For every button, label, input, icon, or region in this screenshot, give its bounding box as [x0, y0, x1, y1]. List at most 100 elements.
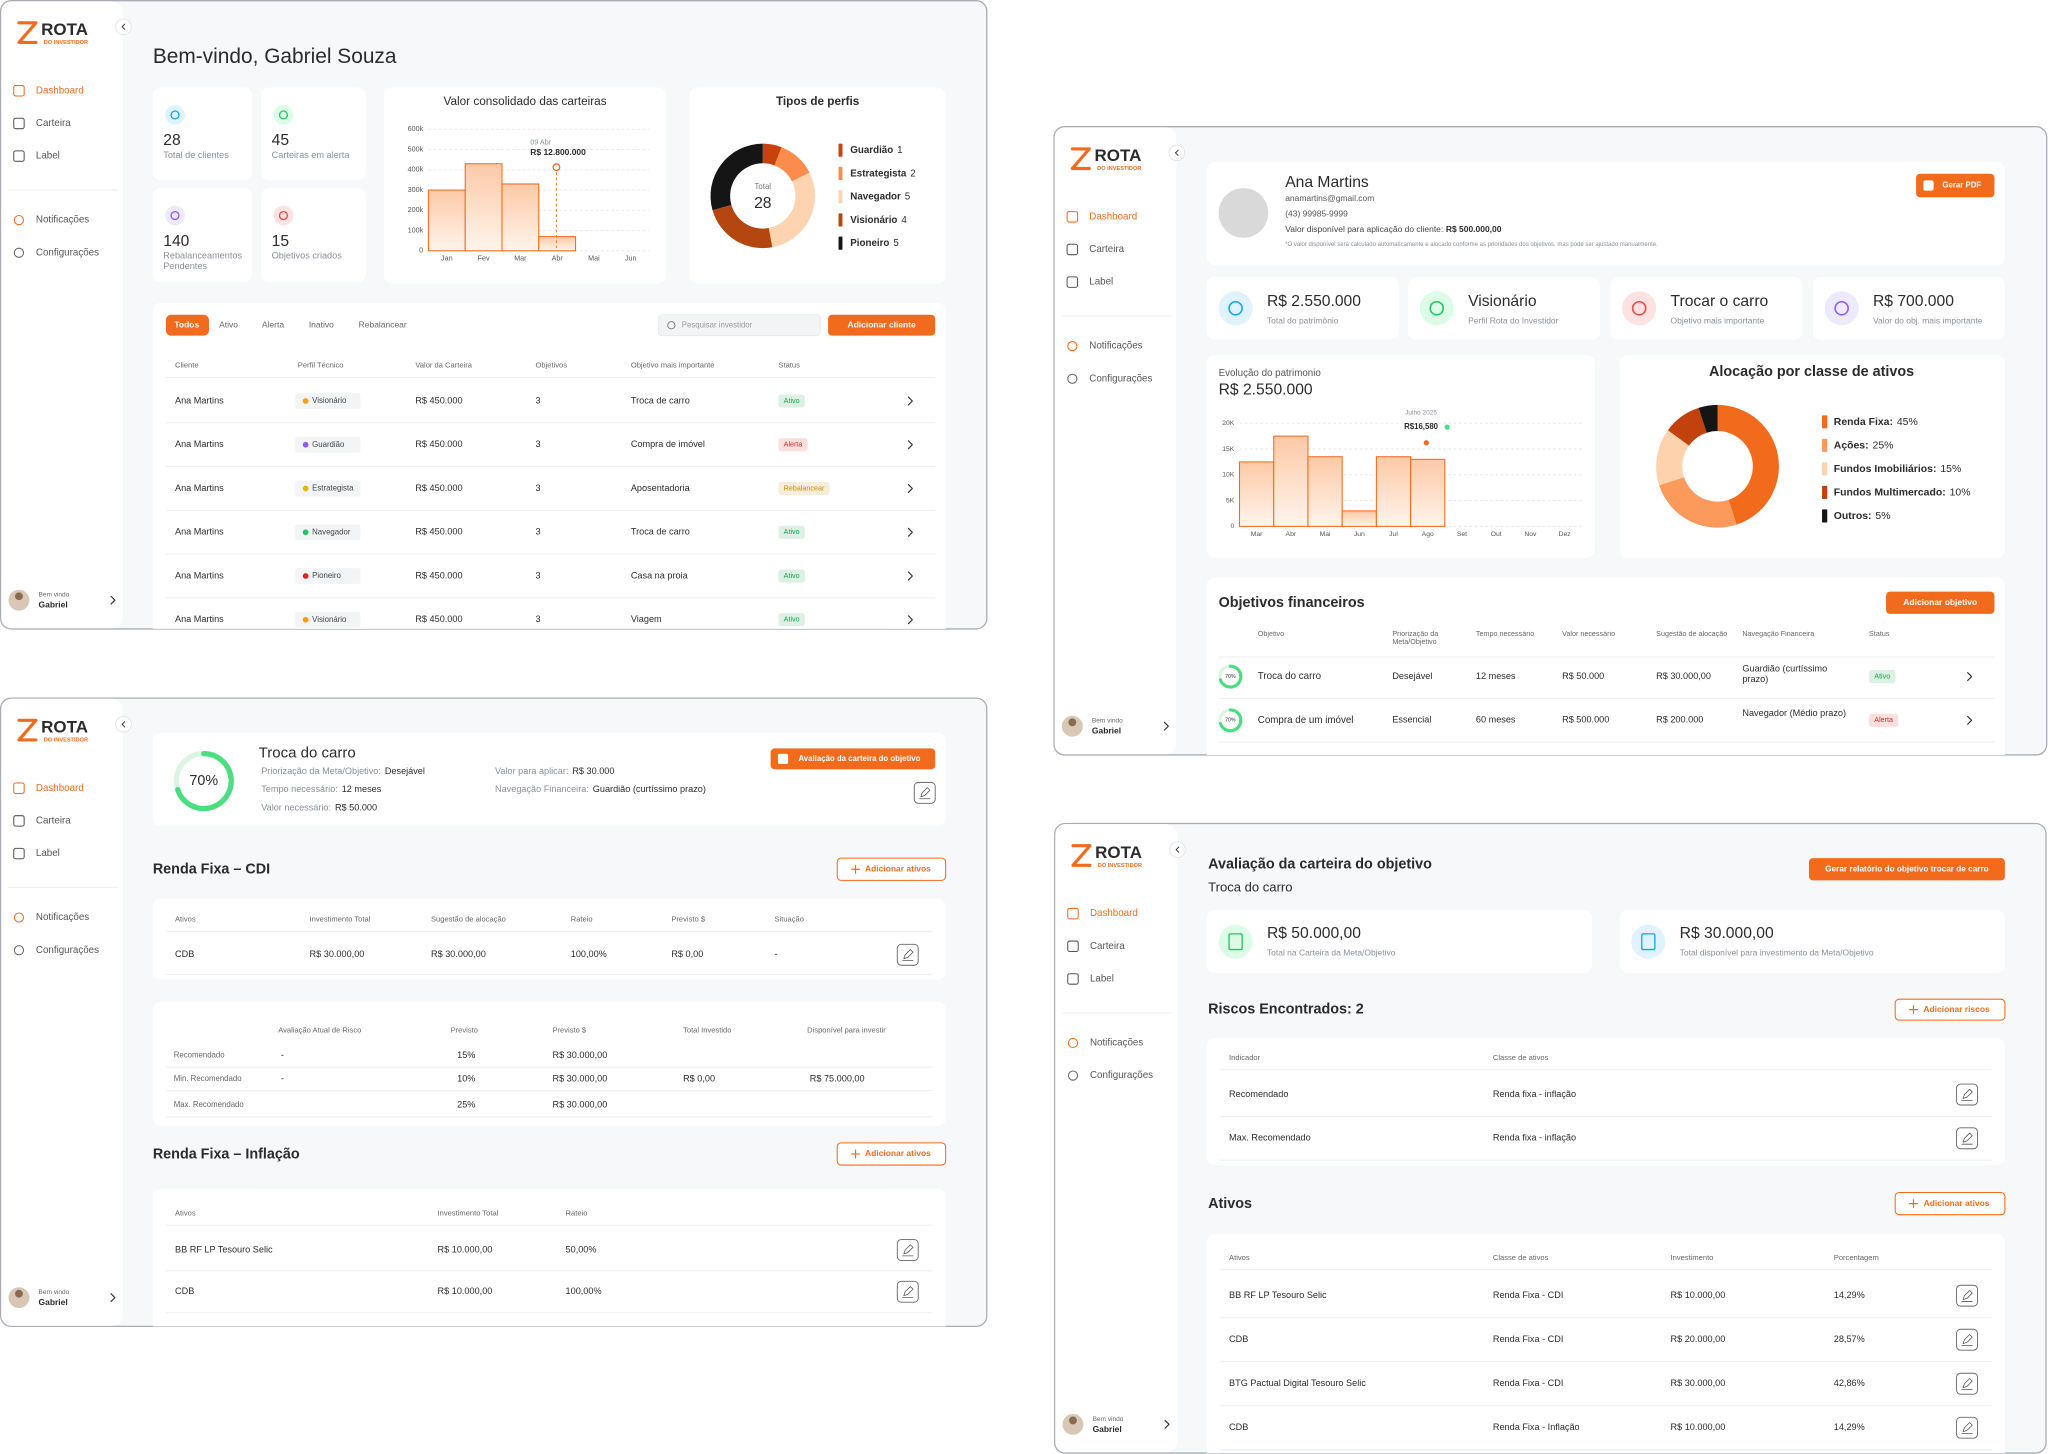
bar — [1375, 456, 1412, 527]
bar — [1307, 456, 1343, 527]
collapse-button[interactable] — [115, 715, 132, 733]
edit-button[interactable] — [896, 943, 919, 966]
chevron[interactable] — [110, 595, 116, 605]
y-tick-label: 0 — [419, 247, 423, 255]
y-tick-label: 100k — [408, 226, 424, 234]
field: Navegação Financeira: Guardião (curtíssim… — [495, 785, 706, 795]
legend-swatch — [1822, 438, 1828, 452]
cell: R$ 10.000,00 — [438, 1286, 493, 1296]
chevron[interactable] — [110, 1293, 116, 1303]
bar — [464, 163, 503, 252]
chevron[interactable] — [907, 396, 913, 406]
chevron[interactable] — [907, 483, 913, 494]
chevron[interactable] — [907, 615, 913, 625]
menu-item[interactable]: Configurações — [36, 247, 99, 258]
y-tick-label: 600k — [408, 125, 424, 133]
edit-button[interactable] — [1956, 1328, 1978, 1351]
button[interactable] — [836, 1142, 947, 1166]
filter-active[interactable] — [165, 314, 209, 336]
chevron[interactable] — [907, 571, 913, 581]
kpi-value: R$ 700.000 — [1873, 293, 1954, 310]
menu-item[interactable]: Dashboard — [1089, 211, 1137, 222]
legend-swatch — [1822, 509, 1828, 523]
menu-item[interactable]: Label — [1089, 277, 1113, 288]
menu-item[interactable]: Label — [1090, 974, 1114, 985]
button[interactable] — [770, 748, 936, 770]
filter-tab[interactable]: Todos — [174, 319, 199, 329]
column-header: Classe de ativos — [1493, 1253, 1549, 1262]
icon — [1961, 1378, 1973, 1390]
column-header: Classe de ativos — [1493, 1053, 1549, 1062]
edit-button[interactable] — [1956, 1416, 1978, 1439]
edit-button[interactable] — [896, 1280, 919, 1303]
edit-button[interactable] — [896, 1239, 919, 1261]
avatar-head — [15, 1289, 23, 1298]
filter-tab[interactable]: Ativo — [219, 319, 238, 329]
button[interactable] — [1894, 1191, 2006, 1216]
menu-item[interactable]: Configurações — [36, 945, 99, 956]
menu-item[interactable]: Carteira — [1090, 941, 1125, 952]
menu-item[interactable]: Notificações — [36, 215, 89, 226]
legend-swatch — [838, 236, 843, 250]
button[interactable] — [828, 314, 936, 336]
menu-icon — [1066, 211, 1079, 223]
collapse-button[interactable] — [1168, 144, 1186, 162]
edit-button[interactable] — [1956, 1372, 1978, 1395]
menu-item[interactable]: Label — [36, 848, 60, 859]
menu-item[interactable]: Configurações — [1089, 373, 1152, 384]
button[interactable] — [1808, 858, 2005, 881]
profile-badge — [295, 611, 361, 628]
chevron[interactable] — [1164, 1419, 1170, 1429]
legend-value: 25% — [1873, 440, 1894, 451]
cell: R$ 500.000 — [1562, 715, 1609, 725]
edit-button[interactable] — [913, 781, 936, 804]
button[interactable] — [1916, 173, 1995, 198]
menu-item[interactable]: Carteira — [36, 118, 71, 129]
collapse-button[interactable] — [1169, 841, 1186, 858]
progress-label: 70% — [1225, 674, 1236, 680]
legend-swatch — [1822, 462, 1828, 476]
legend-label: Guardião — [850, 145, 893, 156]
annotation-value: R$16,580 — [1404, 422, 1439, 431]
menu-item[interactable]: Dashboard — [36, 783, 84, 794]
search-box[interactable] — [657, 314, 821, 337]
chevron[interactable] — [1163, 721, 1169, 731]
menu-item[interactable]: Dashboard — [36, 85, 84, 96]
menu-item[interactable]: Label — [36, 151, 60, 162]
button[interactable] — [836, 857, 947, 881]
legend-value: 1 — [897, 145, 902, 156]
chevron[interactable] — [1967, 715, 1973, 725]
chevron[interactable] — [907, 527, 913, 537]
chevron[interactable] — [1967, 672, 1973, 682]
menu-icon — [1067, 940, 1079, 953]
column-header: Sugestão de alocação — [431, 915, 506, 924]
edit-button[interactable] — [1956, 1127, 1978, 1150]
button[interactable] — [1894, 998, 2006, 1021]
cell: Ana Martins — [175, 570, 224, 580]
objectives-card — [1206, 577, 2005, 755]
logo-mark — [1070, 147, 1091, 171]
legend-value: 2 — [910, 168, 915, 179]
filter-tab[interactable]: Alerta — [262, 319, 284, 329]
menu-item[interactable]: Configurações — [1090, 1070, 1153, 1081]
edit-button[interactable] — [1956, 1083, 1978, 1106]
user-greeting: Bem vindo — [1092, 718, 1123, 725]
chevron[interactable] — [907, 440, 913, 450]
stat-label: Objetivos criados — [271, 252, 342, 262]
menu-item[interactable]: Carteira — [36, 816, 71, 827]
search-icon — [667, 321, 676, 330]
filter-tab[interactable]: Rebalancear — [359, 319, 407, 329]
edit-button[interactable] — [1956, 1284, 1978, 1307]
collapse-button[interactable] — [115, 18, 132, 36]
text-box: Objetivo — [1258, 631, 1284, 639]
menu-item[interactable]: Notificações — [1090, 1038, 1143, 1049]
button[interactable] — [1886, 591, 1995, 614]
menu-item[interactable]: Notificações — [1089, 341, 1142, 352]
cell: CDB — [1229, 1334, 1248, 1344]
text-box: Objetivos criados — [271, 252, 342, 262]
menu-item[interactable]: Dashboard — [1090, 908, 1138, 919]
menu-item[interactable]: Carteira — [1089, 244, 1124, 255]
filter-tab[interactable]: Inativo — [309, 319, 334, 329]
menu-item[interactable]: Notificações — [36, 912, 89, 923]
cell: Troca de carro — [631, 395, 690, 405]
